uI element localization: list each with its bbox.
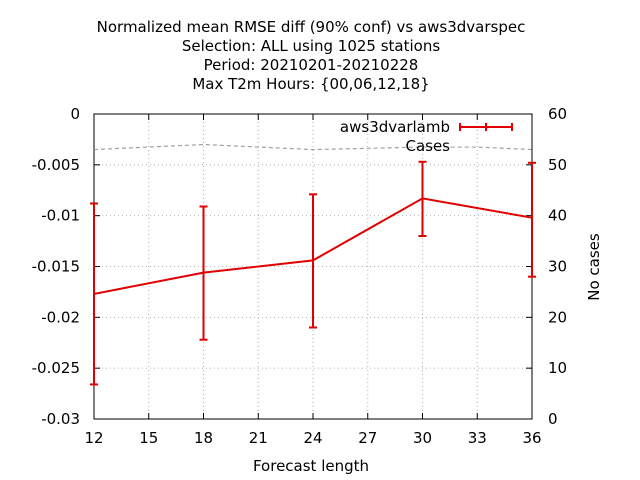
y2-tick-label: 30 [548,258,567,276]
y2-tick-label: 40 [548,207,567,225]
legend-label-aws3dvarlamb: aws3dvarlamb [340,118,450,136]
x-tick-label: 18 [194,429,213,447]
x-tick-label: 30 [413,429,432,447]
y2-tick-label: 20 [548,308,567,326]
y-tick-label: -0.005 [32,156,80,174]
y2-tick-label: 10 [548,359,567,377]
y-tick-label: 0 [70,105,80,123]
title-line: Period: 20210201-20210228 [204,56,419,74]
axis-ticks: 12 15 18 21 24 27 30 33 36 0 -0.005 -0.01 -0.015 -0.0… [32,105,567,447]
x-tick-label: 12 [84,429,103,447]
x-tick-label: 36 [522,429,541,447]
y2-axis-label: No cases [585,233,603,301]
legend-label-cases: Cases [405,137,450,155]
y-tick-label: -0.025 [32,359,80,377]
series [90,143,536,386]
y-tick-label: -0.015 [32,258,80,276]
x-tick-label: 33 [468,429,487,447]
title-line: Normalized mean RMSE diff (90% conf) vs … [97,18,526,36]
y2-tick-label: 50 [548,156,567,174]
title-line: Selection: ALL using 1025 stations [182,37,441,55]
title-line: Max T2m Hours: {00,06,12,18} [192,75,429,93]
x-tick-label: 27 [358,429,377,447]
chart-title: Normalized mean RMSE diff (90% conf) vs … [97,18,526,93]
y2-tick-label: 0 [548,410,558,428]
y-tick-label: -0.02 [41,308,80,326]
y2-tick-label: 60 [548,105,567,123]
x-tick-label: 24 [303,429,322,447]
x-tick-label: 21 [249,429,268,447]
y-tick-label: -0.01 [41,207,80,225]
y-tick-label: -0.03 [41,410,80,428]
x-axis-label: Forecast length [253,457,369,475]
series-line-cases [93,143,533,151]
x-tick-label: 15 [139,429,158,447]
